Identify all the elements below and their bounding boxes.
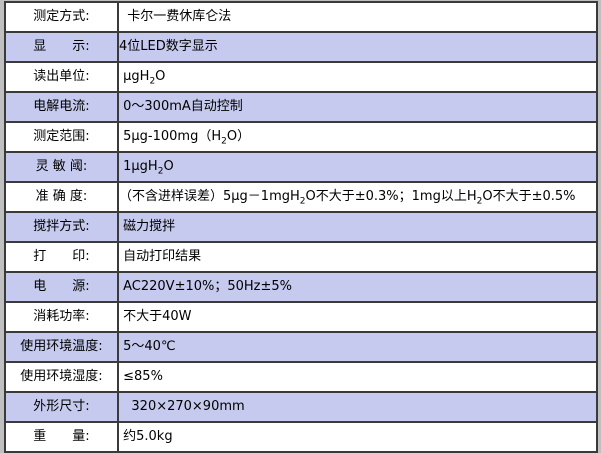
spec-value: 0～300mA自动控制 xyxy=(117,91,598,123)
spec-label: 搅拌方式: xyxy=(4,211,119,243)
spec-value: 5～40℃ xyxy=(117,331,598,363)
spec-value: μgH2O xyxy=(117,61,598,93)
spec-row: 读出单位: μgH2O xyxy=(4,61,598,93)
spec-label: 电 源: xyxy=(4,271,119,303)
spec-row: 电解电流: 0～300mA自动控制 xyxy=(4,91,598,123)
spec-value: 1μgH2O xyxy=(117,151,598,183)
spec-row: 重 量: 约5.0kg xyxy=(4,421,598,453)
spec-label: 测定方式: xyxy=(4,1,119,33)
spec-row: 外形尺寸: 320×270×90mm xyxy=(4,391,598,423)
spec-row: 消耗功率: 不大于40W xyxy=(4,301,598,333)
spec-row: 电 源: AC220V±10%；50Hz±5% xyxy=(4,271,598,303)
spec-row: 灵 敏 阈: 1μgH2O xyxy=(4,151,598,183)
spec-row: 打 印: 自动打印结果 xyxy=(4,241,598,273)
spec-row: 使用环境温度: 5～40℃ xyxy=(4,331,598,363)
spec-label: 准 确 度: xyxy=(4,181,119,213)
spec-label: 灵 敏 阈: xyxy=(4,151,119,183)
spec-value: ≤85% xyxy=(117,361,598,393)
spec-label: 读出单位: xyxy=(4,61,119,93)
spec-label: 外形尺寸: xyxy=(4,391,119,423)
spec-label: 使用环境湿度: xyxy=(4,361,119,393)
spec-value: 磁力搅拌 xyxy=(117,211,598,243)
spec-row: 显 示: 4位LED数字显示 xyxy=(4,31,598,63)
spec-table-body: 测定方式: 卡尔一费休库仑法显 示: 4位LED数字显示 读出单位: μgH2O 电解… xyxy=(4,1,598,453)
spec-row: 测定范围: 5μg-100mg（H2O） xyxy=(4,121,598,153)
spec-row: 使用环境湿度: ≤85% xyxy=(4,361,598,393)
spec-value: （不含进样误差）5μg－1mgH2O不大于±0.3%；1mg以上H2O不大于±0… xyxy=(117,181,598,213)
spec-value: 不大于40W xyxy=(117,301,598,333)
spec-value: 自动打印结果 xyxy=(117,241,598,273)
spec-table-container: 测定方式: 卡尔一费休库仑法显 示: 4位LED数字显示 读出单位: μgH2O 电解… xyxy=(4,1,598,453)
spec-label: 使用环境温度: xyxy=(4,331,119,363)
spec-label: 电解电流: xyxy=(4,91,119,123)
spec-row: 搅拌方式: 磁力搅拌 xyxy=(4,211,598,243)
spec-value: 4位LED数字显示 xyxy=(117,31,598,63)
spec-value: 约5.0kg xyxy=(117,421,598,453)
spec-value: 卡尔一费休库仑法 xyxy=(117,1,598,33)
spec-table: 测定方式: 卡尔一费休库仑法显 示: 4位LED数字显示 读出单位: μgH2O 电解… xyxy=(4,1,598,453)
spec-label: 打 印: xyxy=(4,241,119,273)
spec-row: 准 确 度: （不含进样误差）5μg－1mgH2O不大于±0.3%；1mg以上H2… xyxy=(4,181,598,213)
spec-row: 测定方式: 卡尔一费休库仑法 xyxy=(4,1,598,33)
spec-value: AC220V±10%；50Hz±5% xyxy=(117,271,598,303)
spec-value: 320×270×90mm xyxy=(117,391,598,423)
spec-value: 5μg-100mg（H2O） xyxy=(117,121,598,153)
spec-label: 消耗功率: xyxy=(4,301,119,333)
spec-label: 显 示: xyxy=(4,31,119,63)
spec-label: 重 量: xyxy=(4,421,119,453)
spec-label: 测定范围: xyxy=(4,121,119,153)
